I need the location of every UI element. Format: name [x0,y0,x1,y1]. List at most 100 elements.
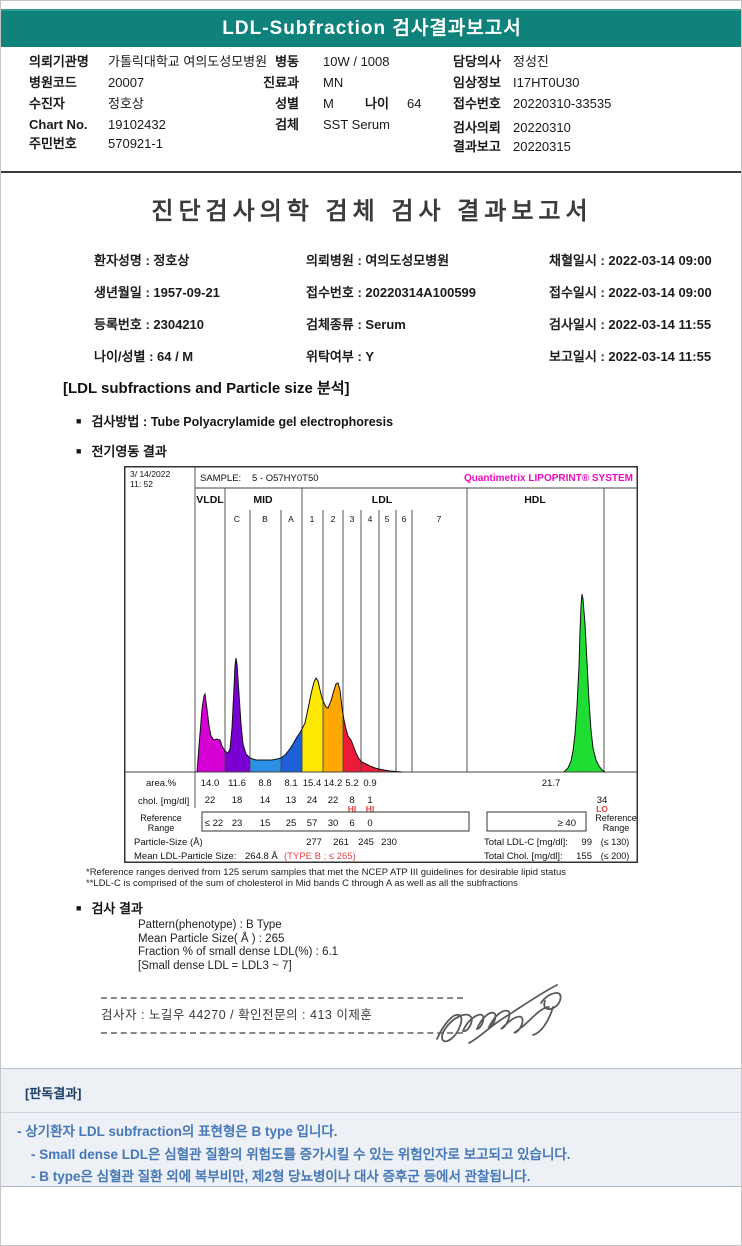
hdl-fill [564,594,605,772]
patient-label: 의뢰병원 [306,253,354,268]
band-label-ldl: LDL [372,494,393,506]
svg-text:8: 8 [349,795,354,806]
electrophoresis-line: ■ 전기영동 결과 [76,441,167,460]
mid-b-fill [250,758,281,772]
ldl3-4-fill [343,716,402,772]
lo-flag: LO [596,804,608,814]
report-title: LDL-Subfraction 검사결과보고서 [222,18,522,39]
svg-text:3: 3 [350,514,355,524]
dashed-divider [101,1032,463,1034]
field-value: 64 [407,96,422,111]
field-label: 임상정보 [453,75,501,90]
svg-text:25: 25 [286,818,297,829]
patient-value: 20220314A100599 [365,285,477,300]
patient-value: 64 / M [157,349,194,364]
field-value: 20007 [108,75,145,90]
svg-text:≥ 40: ≥ 40 [558,818,576,829]
footnote: **LDL-C is comprised of the sum of chole… [86,878,518,889]
svg-text:≤ 22: ≤ 22 [205,818,223,829]
square-bullet-icon: ■ [76,903,82,913]
interpretation-line: - 상기환자 LDL subfraction의 표현형은 B type 입니다. [17,1124,338,1139]
area-values: 14.0 11.6 8.8 8.1 15.4 14.2 5.2 0.9 21.7 [201,778,561,789]
chart-time: 11: 52 [130,479,153,489]
interpretation-divider [1,1112,741,1113]
svg-text:Reference: Reference [595,813,637,823]
total-ldl-label: Total LDL-C [mg/dl]: [484,837,568,848]
lipoprint-chart: 3/ 14/2022 11: 52 SAMPLE: 5 - O57HY0T50 … [124,466,638,863]
reference-row-label: Reference Range Reference Range [140,813,637,833]
patient-value: 여의도성모병원 [365,253,450,268]
field-value: 570921-1 [108,136,163,151]
svg-text:7: 7 [437,514,442,524]
lipoprint-brand: Quantimetrix LIPOPRINT® SYSTEM [464,473,633,484]
signature-stroke [436,1006,550,1043]
sample-id: 5 - O57HY0T50 [252,473,319,484]
field-label: 접수번호 [453,96,501,111]
footnote: *Reference ranges derived from 125 serum… [86,867,566,878]
svg-text:34: 34 [597,795,608,806]
particle-values: 277 261 245 230 [306,837,397,848]
svg-text:B: B [262,514,268,524]
svg-text:11.6: 11.6 [228,778,246,789]
interpretation-line: - Small dense LDL은 심혈관 질환의 위험도를 증가시킬 수 있… [31,1146,571,1162]
hi-flag: HI [366,804,375,814]
total-chol-value: 155 [576,851,592,862]
field-value: 20220315 [513,139,571,154]
svg-text:6: 6 [349,818,354,829]
method-value: Tube Polyacrylamide gel electrophoresis [150,415,394,429]
interpretation-heading: [판독결과] [25,1086,82,1101]
vldl-fill [197,694,225,772]
svg-text:57: 57 [307,818,318,829]
svg-text:Range: Range [603,823,630,833]
interpretation-line: - B type은 심혈관 질환 외에 복부비만, 제2형 당뇨병이나 대사 증… [31,1169,531,1184]
chart-date: 3/ 14/2022 [130,469,170,479]
svg-text:277: 277 [306,837,322,848]
patient-label: 검체종류 [306,317,354,332]
patient-label: 보고일시 [549,349,597,364]
electrophoresis-plot: 3/ 14/2022 11: 52 SAMPLE: 5 - O57HY0T50 … [124,466,638,863]
reference-box-right [486,811,587,832]
svg-text:21.7: 21.7 [542,778,561,789]
svg-text:0: 0 [367,818,372,829]
signature-stroke [532,992,562,1036]
svg-text:1: 1 [367,795,372,806]
ldl1-fill [302,678,323,772]
field-label: 나이 [365,96,389,111]
result-line: Fraction % of small dense LDL(%) : 6.1 [138,946,339,958]
svg-text:23: 23 [232,818,243,829]
band-label-vldl: VLDL [196,494,224,506]
mean-size-label: Mean LDL-Particle Size: [134,851,236,862]
svg-text:261: 261 [333,837,349,848]
method-label: 검사방법 [91,414,140,429]
mean-size-value: 264.8 Å [245,851,278,862]
square-bullet-icon: ■ [76,446,82,456]
svg-text:24: 24 [307,795,318,806]
result-line: Pattern(phenotype) : B Type [138,919,282,931]
field-label: 검체 [275,117,299,132]
field-value: 19102432 [108,117,166,132]
reference-box-left [201,811,470,832]
svg-text:14: 14 [260,795,271,806]
svg-text:22: 22 [328,795,339,806]
ldl2-fill [323,683,343,772]
results-heading: 검사 결과 [91,901,143,916]
svg-text:Range: Range [148,823,175,833]
result-line: Mean Particle Size( Å ) : 265 [138,932,285,945]
field-value: 20220310 [513,120,571,135]
band-label-mid: MID [253,494,273,506]
sample-label: SAMPLE: [200,473,241,484]
reference-values: ≤ 22 23 15 25 57 30 6 0 ≥ 40 [205,818,576,829]
signature [436,984,562,1044]
patient-value: 정호상 [153,253,190,268]
chart-footnotes: *Reference ranges derived from 125 serum… [86,867,566,889]
svg-text:A: A [288,514,294,524]
section-heading: [LDL subfractions and Particle size 분석] [63,380,350,397]
interpretation-section: [판독결과] - 상기환자 LDL subfraction의 표현형은 B ty… [1,1068,741,1187]
mid-a-fill [281,730,302,772]
svg-text:18: 18 [232,795,243,806]
field-label: 수진자 [29,96,65,111]
svg-text:15.4: 15.4 [303,778,322,789]
patient-label: 환자성명 [94,253,142,268]
field-value: M [323,96,334,111]
